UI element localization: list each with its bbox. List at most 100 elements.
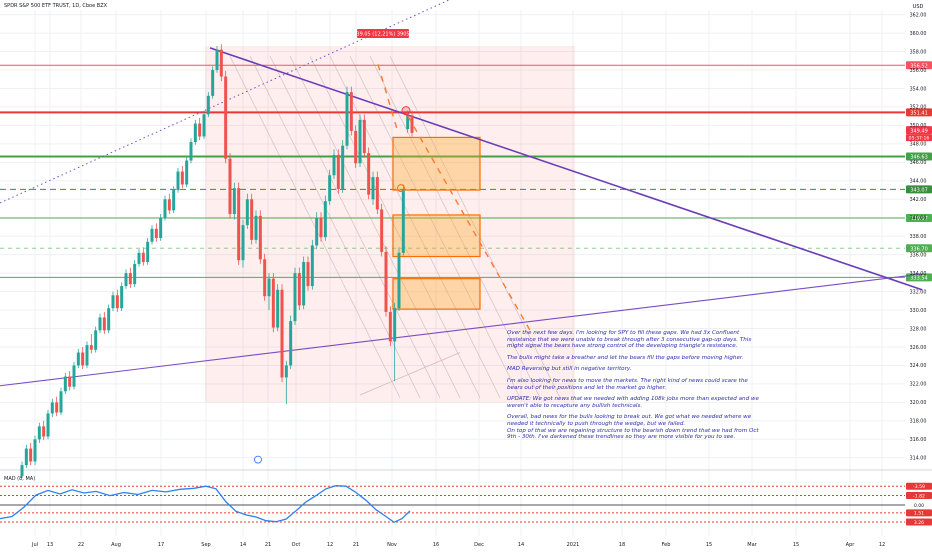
forecast-path[interactable]: [377, 64, 531, 331]
price-tick-label: 314.00: [910, 456, 927, 462]
candle-body: [202, 114, 206, 137]
candle-body: [354, 130, 358, 164]
candle-body: [163, 199, 167, 218]
candle-body: [315, 217, 319, 246]
candle-body: [137, 252, 141, 264]
time-tick-label: 17: [158, 542, 164, 548]
candle-body: [176, 171, 180, 191]
candle-body: [349, 92, 353, 131]
candle-body: [85, 345, 89, 366]
mad-level-badge: [906, 518, 932, 526]
time-tick-label: 21: [353, 542, 359, 548]
level-price-label: 351.41: [910, 111, 928, 117]
price-tick-label: 342.00: [910, 197, 927, 203]
candle-body: [150, 228, 154, 242]
gap-boxes[interactable]: [392, 136, 481, 310]
candle-body: [102, 317, 106, 331]
candle-body: [193, 123, 197, 143]
price-tick-label: 326.00: [910, 345, 927, 351]
candle-body: [33, 439, 37, 462]
annotation-paragraph: Overall, bad news for the bulls looking …: [507, 414, 759, 441]
level-price-badge: [906, 61, 932, 70]
level-price-label: 333.54: [910, 276, 928, 282]
horizontal-levels[interactable]: 356.52 351.41 349.49 346.63 343.07 339.97 336.…: [0, 61, 932, 282]
candle-body: [24, 448, 28, 466]
candle-body: [167, 199, 171, 211]
price-tick-label: 328.00: [910, 326, 927, 332]
mad-level-label: -3.59: [913, 484, 925, 490]
candle-body: [76, 352, 80, 366]
candle-body: [323, 201, 327, 238]
candle-body: [120, 286, 124, 309]
candle-body: [280, 289, 284, 378]
candle-body: [180, 171, 184, 185]
candle-body: [284, 365, 288, 378]
time-tick-label: Mar: [747, 542, 757, 548]
candle-body: [271, 278, 275, 328]
candle-body: [215, 49, 219, 71]
candle-body: [306, 262, 310, 287]
mad-level-badge: [906, 491, 932, 499]
dividend-marker: [254, 455, 262, 464]
markers: 39.05 (12.21%) 3905: [254, 29, 411, 464]
annotation-paragraph: Over the next few days. I'm looking for …: [507, 330, 752, 350]
time-tick-label: 22: [78, 542, 84, 548]
candle-body: [384, 251, 388, 312]
candle-body: [263, 259, 267, 297]
candle-body: [63, 376, 67, 392]
forecast-line: [407, 115, 531, 331]
candle-body: [115, 295, 119, 309]
candle-body: [59, 391, 63, 413]
candle-body: [185, 160, 189, 185]
annotation-text[interactable]: Over the next few days. I'm looking for …: [507, 330, 762, 446]
time-axis[interactable]: Jul 13 22 Aug 17 Sep 14 21 Oct 12 21 Nov 16 Dec 14 2021…: [31, 542, 885, 548]
annotation-paragraph: MAD Reversing but still in negative terr…: [507, 366, 632, 373]
price-tick-label: 348.00: [910, 142, 927, 148]
candle-body: [37, 426, 41, 440]
level-price-badge: [906, 126, 932, 135]
price-axis[interactable]: USD 314.00 316.00 318.00 320.00 322.00 324.00 3…: [910, 4, 927, 462]
mad-level-label: 1.51: [914, 511, 924, 517]
time-tick-label: 14: [518, 542, 524, 548]
candle-body: [406, 115, 410, 130]
candle-body: [319, 217, 323, 238]
candle-body: [241, 225, 245, 261]
time-tick-label: Dec: [474, 542, 484, 548]
candle-body: [224, 76, 228, 159]
faint-support-line: [359, 352, 461, 396]
time-tick-label: 15: [793, 542, 799, 548]
level-price-badge: [906, 108, 932, 117]
countdown-badge: [906, 134, 932, 142]
candle-body: [219, 49, 223, 77]
mad-line: [0, 485, 411, 524]
candle-body: [258, 215, 262, 260]
price-tick-label: 316.00: [910, 437, 927, 443]
mad-level-badge: [906, 509, 932, 517]
time-tick-label: 12: [327, 542, 333, 548]
candle-body: [237, 188, 241, 261]
candle-body: [20, 465, 24, 477]
level-price-badge: [906, 244, 932, 253]
candles: [20, 44, 414, 479]
candle-body: [154, 228, 158, 239]
time-tick-label: 18: [619, 542, 625, 548]
candle-body: [29, 448, 33, 462]
candle-body: [410, 115, 414, 133]
candle-body: [341, 145, 345, 190]
price-tick-label: 340.00: [910, 216, 927, 222]
candle-body: [46, 413, 50, 437]
candle-body: [124, 273, 128, 287]
candle-body: [141, 252, 145, 263]
mad-indicator-pane[interactable]: -3.59 -1.82 0.00 1.51 3.26: [0, 482, 932, 526]
candle-body: [375, 177, 379, 210]
trendlines[interactable]: [0, 0, 923, 396]
currency-label: USD: [913, 4, 924, 10]
time-tick-label: Oct: [292, 542, 301, 548]
annotation-paragraph: UPDATE: We got news that we needed with …: [507, 396, 759, 409]
price-tick-label: 354.00: [910, 86, 927, 92]
time-tick-label: 14: [240, 542, 246, 548]
candle-body: [302, 262, 306, 306]
touch-marker: [401, 106, 411, 116]
